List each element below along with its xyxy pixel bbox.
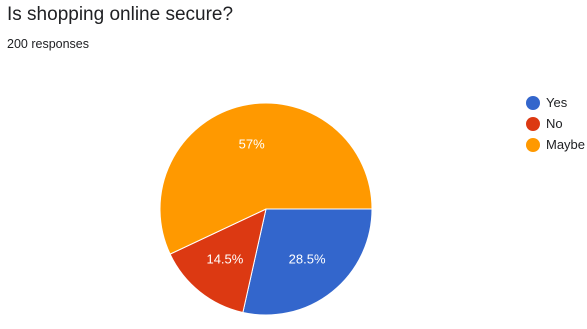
legend-label-no: No: [546, 116, 563, 131]
pie-slice-yes[interactable]: [242, 208, 373, 316]
slice-label-no: 14.5%: [206, 252, 243, 267]
pie-slice-no[interactable]: [169, 208, 267, 314]
legend-swatch-no: [526, 116, 540, 131]
legend-swatch-maybe: [526, 137, 540, 152]
legend-swatch-yes: [526, 95, 540, 110]
legend-item-yes[interactable]: Yes: [526, 92, 585, 113]
question-title: Is shopping online secure?: [7, 4, 234, 25]
slice-label-yes: 28.5%: [289, 252, 326, 267]
legend-label-maybe: Maybe: [546, 137, 586, 152]
legend-label-yes: Yes: [546, 95, 568, 110]
legend-item-maybe[interactable]: Maybe: [526, 134, 585, 155]
slice-label-maybe: 57%: [239, 136, 265, 151]
response-count: 200 responses: [7, 37, 90, 51]
pie-slice-maybe[interactable]: [159, 102, 373, 255]
chart-legend: Yes No Maybe: [526, 92, 585, 155]
legend-item-no[interactable]: No: [526, 113, 585, 134]
